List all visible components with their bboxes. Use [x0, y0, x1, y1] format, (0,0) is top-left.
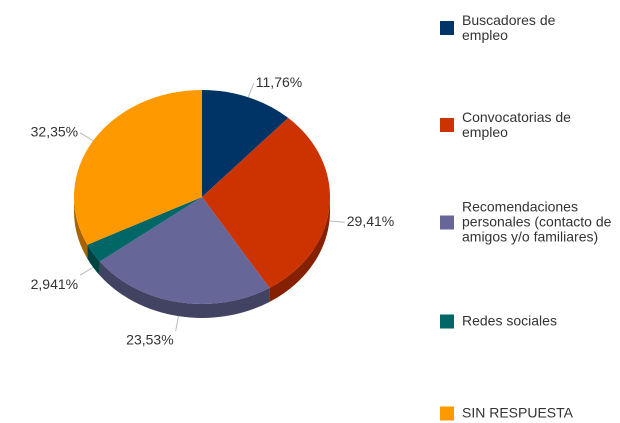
legend-item: Recomendaciones personales (contacto de …: [440, 198, 615, 245]
legend-item: Convocatorias de empleo: [440, 110, 615, 140]
slice: [202, 90, 289, 197]
legend-swatch: [440, 215, 454, 229]
legend-label: SIN RESPUESTA: [462, 404, 573, 421]
data-label: 2,941%: [31, 276, 78, 292]
data-label: 29,41%: [347, 213, 394, 229]
pie-area: 11,76% 29,41% 23,53% 2,941% 32,35%: [31, 74, 395, 348]
slice-side: [74, 197, 88, 259]
slice: [202, 117, 330, 288]
leader-line: [79, 132, 94, 142]
data-label: 11,76%: [256, 74, 302, 90]
legend-swatch: [440, 406, 454, 420]
legend-swatch: [440, 314, 454, 328]
leader-line: [329, 220, 345, 223]
slice-side: [99, 261, 270, 318]
legend-label: Buscadores de empleo: [462, 12, 556, 43]
leader-line: [79, 266, 94, 276]
slice-side: [269, 197, 330, 302]
legend-swatch: [440, 21, 454, 35]
legend-label: Recomendaciones personales (contacto de …: [462, 198, 612, 245]
slice: [99, 197, 270, 304]
legend-label: Convocatorias de empleo: [462, 109, 571, 140]
slice: [87, 197, 202, 262]
data-label: 32,35%: [31, 123, 78, 139]
legend-item: Buscadores de empleo: [440, 13, 615, 43]
legend-label: Redes sociales: [462, 312, 557, 329]
leader-line: [247, 83, 255, 98]
slice-side: [87, 244, 100, 276]
legend-item: Redes sociales: [440, 312, 615, 329]
legend-swatch: [440, 118, 454, 132]
slice: [74, 89, 202, 245]
leader-line: [175, 316, 179, 331]
data-label: 23,53%: [126, 332, 173, 348]
legend-item: SIN RESPUESTA: [440, 404, 615, 421]
